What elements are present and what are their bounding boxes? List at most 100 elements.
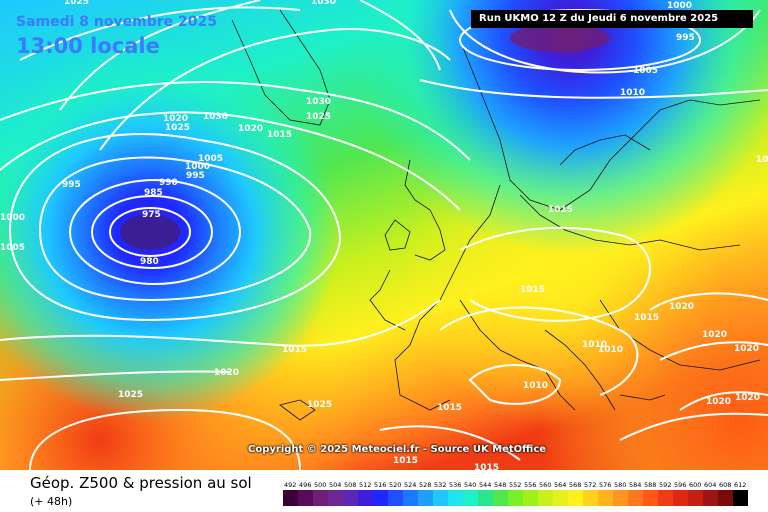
isobar-label: 1020 bbox=[214, 368, 239, 378]
isobar-label: 975 bbox=[142, 210, 161, 220]
legend-value-label: 552 bbox=[509, 481, 521, 489]
legend-value-label: 580 bbox=[614, 481, 626, 489]
isobar-label: 1000 bbox=[667, 1, 692, 11]
legend-swatch bbox=[373, 490, 388, 506]
isobar-label: 1000 bbox=[0, 213, 25, 223]
map-title: Géop. Z500 & pression au sol bbox=[30, 474, 252, 492]
legend-value-label: 540 bbox=[464, 481, 476, 489]
legend-swatch bbox=[628, 490, 643, 506]
legend-value-label: 516 bbox=[374, 481, 386, 489]
isobar-label: 1015 bbox=[756, 155, 768, 165]
legend-value-label: 568 bbox=[569, 481, 581, 489]
isobar-label: 1020 bbox=[734, 344, 759, 354]
legend-swatch bbox=[613, 490, 628, 506]
legend-swatch bbox=[418, 490, 433, 506]
isobar-label: 1020 bbox=[669, 302, 694, 312]
legend-value-label: 556 bbox=[524, 481, 536, 489]
legend-value-label: 584 bbox=[629, 481, 641, 489]
legend-value-label: 496 bbox=[299, 481, 311, 489]
isobar-label: 1025 bbox=[306, 112, 331, 122]
legend-swatch bbox=[283, 490, 298, 506]
legend-swatch bbox=[343, 490, 358, 506]
isobar-label: 995 bbox=[62, 180, 81, 190]
legend-swatch bbox=[733, 490, 748, 506]
isobar-label: 1010 bbox=[620, 88, 645, 98]
isobar-label: 1030 bbox=[311, 0, 336, 7]
isobar-label: 1030 bbox=[306, 97, 331, 107]
isobar-label: 1020 bbox=[163, 114, 188, 124]
legend-value-label: 520 bbox=[389, 481, 401, 489]
legend-value-label: 544 bbox=[479, 481, 491, 489]
legend-value-label: 528 bbox=[419, 481, 431, 489]
forecast-date: Samedi 8 novembre 2025 bbox=[16, 14, 217, 30]
isobar-label: 1020 bbox=[238, 124, 263, 134]
isobar-label: 1025 bbox=[64, 0, 89, 7]
legend-swatch bbox=[463, 490, 478, 506]
legend-value-label: 612 bbox=[734, 481, 746, 489]
legend-swatch bbox=[433, 490, 448, 506]
legend-swatch bbox=[358, 490, 373, 506]
legend-value-label: 608 bbox=[719, 481, 731, 489]
legend-swatch bbox=[328, 490, 343, 506]
isobar-label: 1015 bbox=[393, 456, 418, 466]
legend-swatch bbox=[643, 490, 658, 506]
legend-swatch bbox=[508, 490, 523, 506]
isobar-label: 1020 bbox=[735, 393, 760, 403]
legend-value-label: 536 bbox=[449, 481, 461, 489]
legend-value-label: 564 bbox=[554, 481, 566, 489]
isobar-label: 995 bbox=[676, 33, 695, 43]
legend-swatch bbox=[583, 490, 598, 506]
isobar-label: 1010 bbox=[523, 381, 548, 391]
legend-value-label: 492 bbox=[284, 481, 296, 489]
isobars bbox=[0, 0, 768, 470]
isobar-label: 995 bbox=[186, 171, 205, 181]
isobar-label: 980 bbox=[140, 257, 159, 267]
isobar-label: 1005 bbox=[198, 154, 223, 164]
isobar-label: 1015 bbox=[282, 345, 307, 355]
color-scale-legend: 492 496 500 504 508 512 516 520 524 528 532 536 540 5… bbox=[283, 480, 753, 512]
legend-value-label: 596 bbox=[674, 481, 686, 489]
isobar-label: 1030 bbox=[203, 112, 228, 122]
isobar-label: 1015 bbox=[267, 130, 292, 140]
isobar-label: 1005 bbox=[633, 66, 658, 76]
legend-swatch bbox=[568, 490, 583, 506]
legend-swatch bbox=[673, 490, 688, 506]
isobar-label: 1015 bbox=[437, 403, 462, 413]
legend-value-label: 512 bbox=[359, 481, 371, 489]
legend-swatch bbox=[688, 490, 703, 506]
legend-value-label: 504 bbox=[329, 481, 341, 489]
legend-value-label: 548 bbox=[494, 481, 506, 489]
isobar-label: 1010 bbox=[598, 345, 623, 355]
isobar-label: 1000 bbox=[185, 162, 210, 172]
legend-swatch bbox=[388, 490, 403, 506]
isobar-label: 1025 bbox=[165, 123, 190, 133]
legend-swatch bbox=[538, 490, 553, 506]
legend-swatch bbox=[313, 490, 328, 506]
legend-value-label: 560 bbox=[539, 481, 551, 489]
isobar-label: 1015 bbox=[548, 205, 573, 215]
legend-swatch bbox=[523, 490, 538, 506]
legend-swatch bbox=[493, 490, 508, 506]
legend-swatch bbox=[598, 490, 613, 506]
legend-value-label: 572 bbox=[584, 481, 596, 489]
legend-value-label: 576 bbox=[599, 481, 611, 489]
legend-value-label: 604 bbox=[704, 481, 716, 489]
isobar-label: 1015 bbox=[634, 313, 659, 323]
legend-value-label: 600 bbox=[689, 481, 701, 489]
legend-swatch bbox=[553, 490, 568, 506]
isobar-label: 985 bbox=[144, 188, 163, 198]
legend-swatch bbox=[703, 490, 718, 506]
isobar-label: 990 bbox=[159, 178, 178, 188]
isobar-label: 1015 bbox=[474, 463, 499, 470]
isobar-label: 1010 bbox=[582, 340, 607, 350]
isobar-label: 1020 bbox=[702, 330, 727, 340]
legend-swatch bbox=[298, 490, 313, 506]
forecast-time: 13:00 locale bbox=[16, 34, 160, 58]
coastlines bbox=[231, 9, 761, 421]
map-canvas: 1025 1030 1000 995 1005 1010 1030 1020 1… bbox=[0, 0, 768, 470]
legend-swatch bbox=[448, 490, 463, 506]
legend-swatch bbox=[478, 490, 493, 506]
isobar-label: 1015 bbox=[520, 285, 545, 295]
forecast-range: (+ 48h) bbox=[30, 495, 73, 508]
legend-value-label: 508 bbox=[344, 481, 356, 489]
